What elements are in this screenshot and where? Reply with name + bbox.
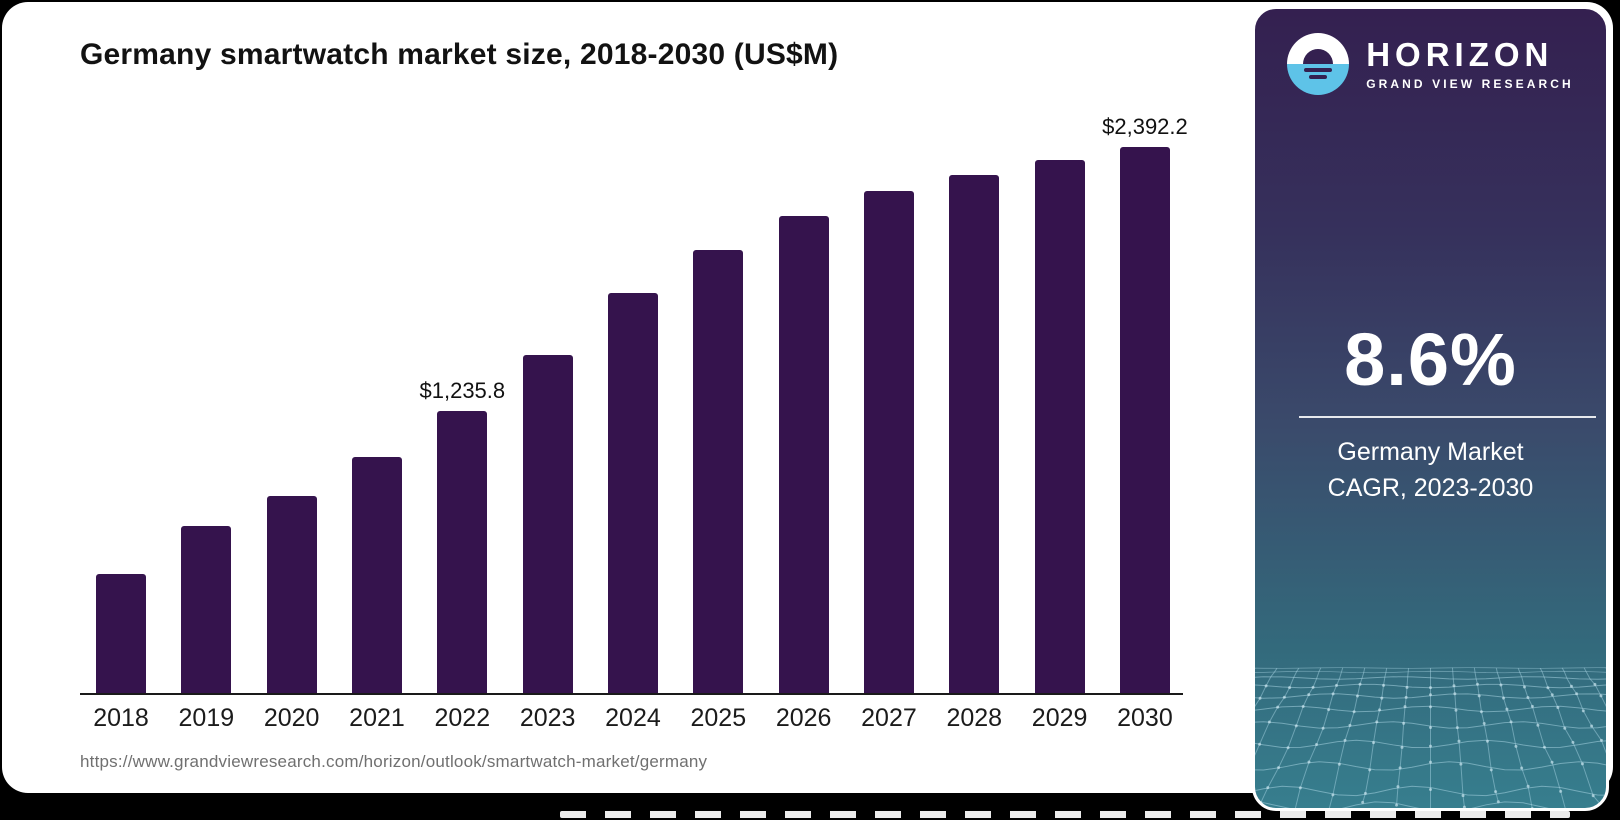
x-axis-label: 2024 bbox=[605, 704, 661, 732]
bar-value-label: $2,392.2 bbox=[1102, 114, 1188, 139]
cagr-stat: 8.6% Germany Market CAGR, 2023-2030 bbox=[1255, 317, 1606, 506]
x-axis-label: 2025 bbox=[690, 704, 747, 732]
bar-2022 bbox=[437, 411, 488, 693]
bar-2023 bbox=[522, 355, 573, 693]
x-axis-label: 2018 bbox=[93, 704, 149, 732]
bar-2019 bbox=[181, 526, 232, 693]
bar-2030 bbox=[1119, 147, 1170, 693]
brand-name: HORIZON bbox=[1366, 35, 1554, 73]
bar-column bbox=[181, 526, 232, 693]
brand-text: HORIZON GRAND VIEW RESEARCH bbox=[1366, 38, 1574, 91]
bar-column: $1,235.8 bbox=[420, 378, 505, 693]
bar-column bbox=[778, 216, 829, 693]
x-axis-labels: 2018 2019 2020 2021 2022 2023 2024 2025 2026 2027… bbox=[80, 704, 1183, 733]
x-axis-label: 2028 bbox=[946, 704, 1003, 732]
x-axis-label: 2021 bbox=[349, 704, 405, 732]
bar-2028 bbox=[949, 175, 1000, 693]
bar-column bbox=[693, 250, 744, 693]
bar-column bbox=[351, 457, 402, 693]
cagr-label: Germany Market CAGR, 2023-2030 bbox=[1327, 438, 1534, 502]
bar-2026 bbox=[778, 216, 829, 693]
bar-column bbox=[1034, 160, 1085, 693]
bar-2024 bbox=[607, 293, 658, 693]
bar-column bbox=[607, 293, 658, 693]
x-axis-label: 2020 bbox=[263, 704, 320, 732]
cagr-value: 8.6% bbox=[1344, 318, 1517, 401]
wireframe-mesh-decoration bbox=[1255, 667, 1606, 808]
x-axis-label: 2019 bbox=[178, 704, 235, 732]
bar-2029 bbox=[1034, 160, 1085, 693]
x-axis-label: 2030 bbox=[1117, 704, 1173, 732]
bar-chart-plot: $1,235.8 $2,392.2 bbox=[80, 114, 1188, 695]
bar-column bbox=[96, 574, 146, 693]
bar-column bbox=[949, 175, 1000, 693]
brand-sidebar: HORIZON GRAND VIEW RESEARCH 8.6% Germany… bbox=[1252, 6, 1609, 811]
bar-2027 bbox=[863, 191, 914, 693]
bar-2018 bbox=[96, 574, 146, 693]
x-axis-label: 2023 bbox=[519, 704, 576, 732]
brand-subtitle: GRAND VIEW RESEARCH bbox=[1366, 76, 1574, 91]
bar-2020 bbox=[266, 496, 317, 693]
brand-logo: HORIZON GRAND VIEW RESEARCH bbox=[1255, 33, 1606, 95]
x-axis-label: 2026 bbox=[775, 704, 832, 732]
bar-column bbox=[266, 496, 317, 693]
stat-divider bbox=[1299, 416, 1596, 418]
bar-value-label: $1,235.8 bbox=[419, 378, 506, 403]
x-axis-label: 2029 bbox=[1031, 704, 1088, 732]
x-axis-label: 2022 bbox=[434, 704, 491, 732]
bar-column bbox=[522, 355, 573, 693]
bar-column bbox=[863, 191, 914, 693]
bottom-edge-dashes bbox=[560, 811, 1570, 818]
source-url: https://www.grandviewresearch.com/horizo… bbox=[80, 752, 708, 771]
chart-title: Germany smartwatch market size, 2018-203… bbox=[80, 38, 839, 71]
bar-2025 bbox=[693, 250, 744, 693]
horizon-sunset-icon bbox=[1287, 33, 1350, 95]
x-axis-label: 2027 bbox=[861, 704, 917, 732]
bar-2021 bbox=[351, 457, 402, 693]
bar-column: $2,392.2 bbox=[1102, 114, 1188, 693]
